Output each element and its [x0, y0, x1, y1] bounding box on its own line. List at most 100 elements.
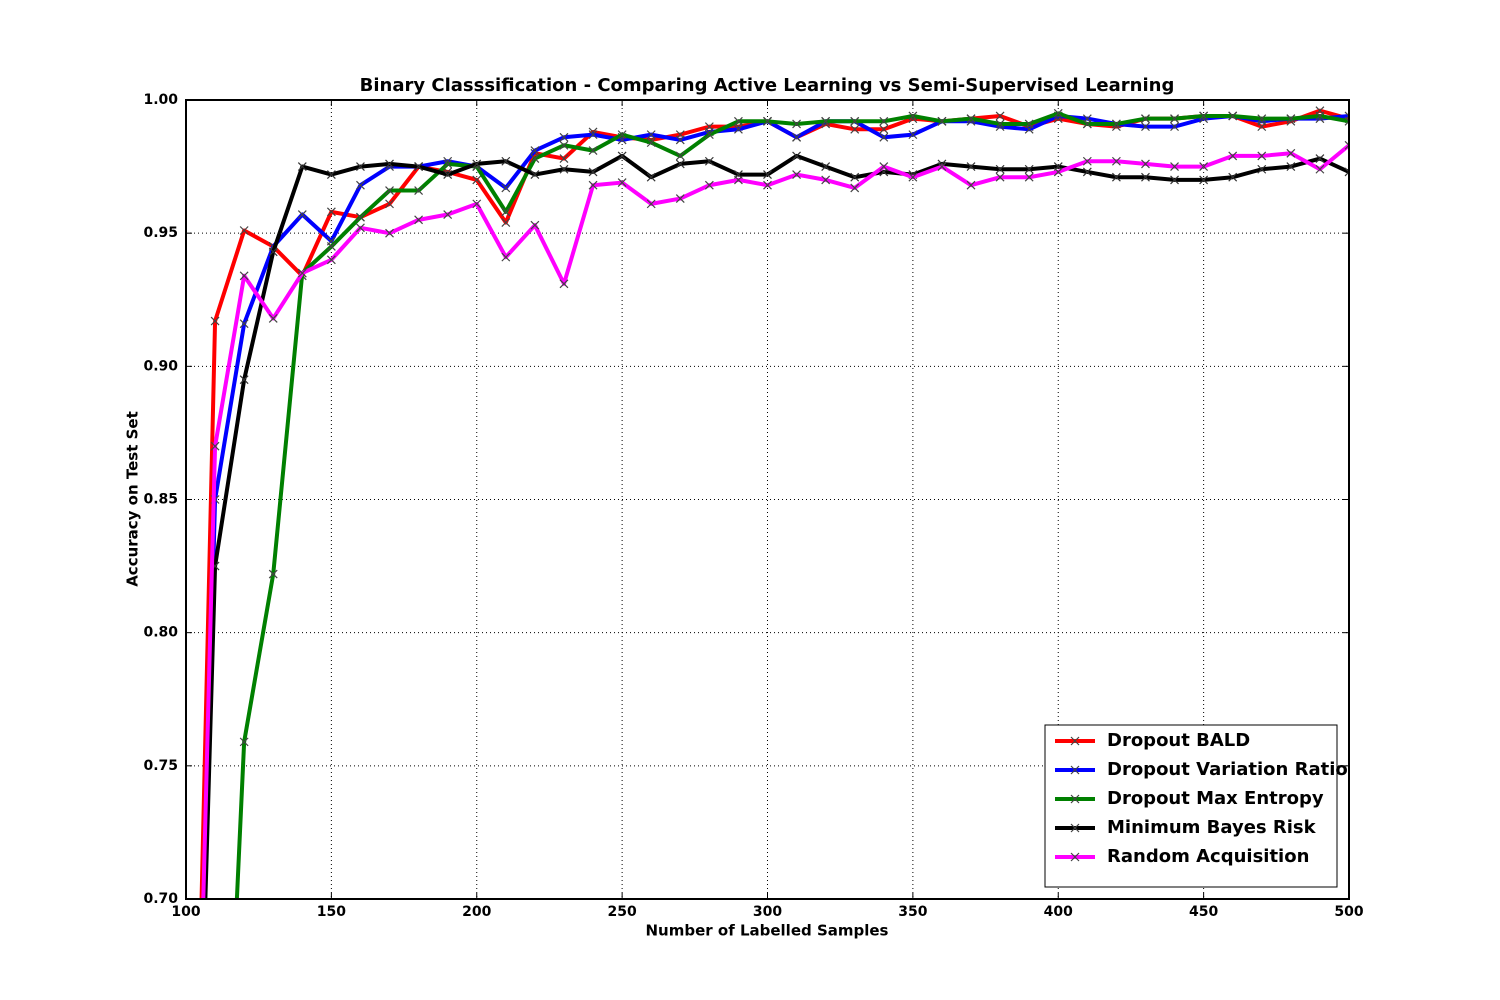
point-marker	[501, 156, 511, 166]
point-marker	[356, 162, 365, 172]
x-tick-label: 450	[1189, 904, 1218, 920]
point-marker	[763, 116, 772, 126]
legend-marker	[1070, 794, 1080, 804]
point-marker	[530, 170, 540, 179]
point-marker	[588, 130, 598, 140]
point-marker	[472, 159, 482, 169]
point-marker	[792, 151, 801, 161]
point-marker	[414, 186, 424, 195]
point-marker	[559, 154, 569, 164]
point-marker	[763, 170, 772, 179]
point-marker	[1170, 162, 1179, 172]
point-marker	[1257, 151, 1267, 161]
point-marker	[559, 279, 569, 289]
point-marker	[937, 116, 947, 126]
point-marker	[675, 151, 685, 161]
point-marker	[646, 172, 656, 182]
point-marker	[908, 111, 918, 121]
point-marker	[704, 180, 714, 190]
point-marker	[356, 212, 365, 222]
x-tick-label: 500	[1334, 904, 1363, 920]
point-marker	[472, 199, 482, 209]
point-marker	[1228, 151, 1238, 161]
point-marker	[356, 180, 365, 190]
point-marker	[1170, 175, 1179, 185]
x-tick-label: 250	[608, 904, 637, 920]
point-marker	[326, 255, 336, 265]
point-marker	[1082, 167, 1092, 177]
point-marker	[1141, 122, 1150, 132]
point-marker	[588, 180, 598, 190]
y-axis-label: Accuracy on Test Set	[124, 411, 142, 587]
point-marker	[210, 441, 220, 451]
point-marker	[821, 162, 831, 172]
point-marker	[704, 156, 714, 166]
point-marker	[995, 111, 1005, 121]
point-marker	[443, 210, 453, 219]
point-marker	[1053, 167, 1063, 177]
point-marker	[1257, 114, 1267, 124]
point-marker	[850, 172, 860, 182]
legend-marker	[1070, 765, 1080, 775]
point-marker	[501, 252, 511, 262]
x-axis-label: Number of Labelled Samples	[646, 922, 889, 940]
point-marker	[1170, 122, 1179, 132]
point-marker	[1111, 156, 1121, 166]
point-marker	[588, 146, 598, 156]
point-marker	[617, 130, 627, 140]
point-marker	[1082, 119, 1092, 129]
point-marker	[821, 116, 831, 126]
chart-title: Binary Classsification - Comparing Activ…	[360, 75, 1175, 96]
point-marker	[879, 132, 889, 142]
point-marker	[850, 124, 860, 134]
y-tick-label: 0.90	[143, 358, 178, 374]
point-marker	[792, 170, 801, 179]
point-marker	[908, 172, 918, 182]
point-marker	[443, 170, 453, 179]
point-marker	[966, 162, 976, 172]
point-marker	[385, 228, 394, 238]
point-marker	[675, 135, 685, 145]
point-marker	[501, 183, 511, 193]
plot-frame	[185, 99, 1350, 900]
point-marker	[734, 124, 743, 134]
point-marker	[995, 172, 1005, 182]
point-marker	[268, 313, 278, 323]
point-marker	[297, 162, 307, 172]
y-tick-label: 0.75	[143, 758, 178, 774]
legend-box	[1044, 724, 1338, 888]
point-marker	[559, 132, 569, 142]
point-marker	[326, 170, 336, 179]
point-marker	[501, 207, 511, 217]
point-marker	[385, 186, 394, 195]
point-marker	[1141, 172, 1150, 182]
point-marker	[297, 268, 307, 278]
y-tick-label: 1.00	[143, 92, 178, 108]
point-marker	[879, 162, 889, 172]
legend-marker	[1070, 736, 1080, 746]
legend-label: Dropout BALD	[1107, 730, 1250, 751]
point-marker	[675, 159, 685, 169]
point-marker	[326, 242, 336, 251]
point-marker	[1344, 140, 1349, 150]
point-marker	[675, 194, 685, 203]
legend-label: Minimum Bayes Risk	[1107, 817, 1317, 838]
point-marker	[763, 180, 772, 190]
point-marker	[734, 116, 743, 126]
point-marker	[326, 207, 336, 217]
point-marker	[1344, 167, 1349, 177]
point-marker	[530, 146, 540, 156]
point-marker	[1257, 164, 1267, 174]
point-marker	[385, 199, 394, 209]
point-marker	[937, 162, 947, 172]
point-marker	[646, 138, 656, 148]
x-tick-label: 400	[1044, 904, 1073, 920]
y-tick-label: 0.80	[143, 625, 178, 641]
point-marker	[268, 569, 278, 579]
legend-label: Dropout Variation Ratio	[1107, 759, 1348, 780]
point-marker	[239, 271, 249, 281]
point-marker	[1024, 119, 1034, 129]
point-marker	[239, 319, 249, 329]
plot-area	[199, 106, 1349, 899]
